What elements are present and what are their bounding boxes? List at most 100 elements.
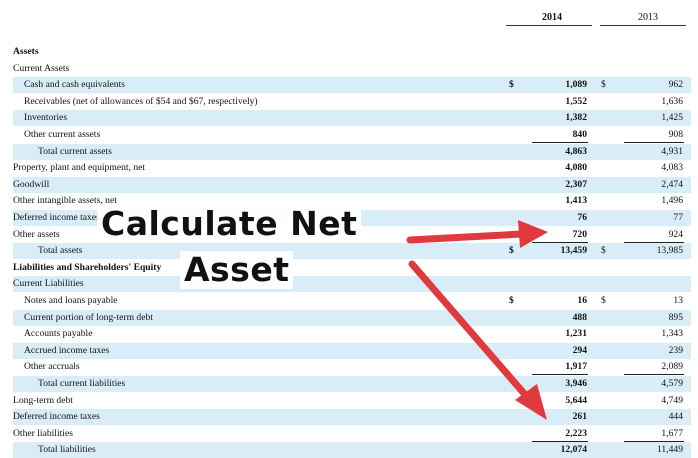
row-label: Cash and cash equivalents: [24, 79, 125, 91]
value-2014: 76: [577, 212, 587, 223]
value-2013: [617, 276, 683, 292]
row-label: Other liabilities: [13, 427, 73, 439]
row-label: Current Assets: [13, 62, 70, 74]
currency-2013: [601, 326, 611, 342]
table-row: Goodwill 2,307 2,474: [13, 176, 691, 193]
currency-2014: [509, 376, 519, 392]
value-2014: 1,089: [565, 79, 587, 91]
table-row: Total assets $13,459 $13,985: [13, 243, 691, 260]
value-2013: 13: [673, 295, 683, 306]
currency-2014: $: [509, 79, 514, 91]
overlay-title-line2: Asset: [180, 251, 294, 289]
value-2014: 1,917: [565, 361, 587, 373]
value-2014: 4,080: [565, 162, 587, 174]
currency-2014: [509, 193, 519, 209]
header-rule-2013: [600, 25, 686, 26]
currency-2014: [509, 160, 519, 176]
currency-2014: [509, 127, 519, 143]
table-row: Cash and cash equivalents $1,089 $962: [13, 77, 691, 94]
currency-2014: $: [509, 295, 514, 306]
currency-2013: [601, 393, 611, 409]
value-2014: 5,644: [565, 394, 587, 406]
currency-2014: [509, 326, 519, 342]
value-2014: [525, 44, 587, 60]
currency-2013: [601, 227, 611, 243]
value-2013: 13,985: [656, 245, 683, 257]
rule-2014: [532, 374, 588, 376]
header-rule-2014: [506, 25, 592, 26]
value-2014: 1,552: [565, 95, 587, 107]
table-row: Total liabilities 12,074 11,449: [13, 442, 691, 458]
value-2014: [525, 61, 587, 77]
currency-2014: [509, 177, 519, 193]
currency-2013: [601, 343, 611, 359]
value-2014: 12,074: [560, 444, 587, 456]
value-2013: 1,343: [661, 328, 683, 340]
value-2014: 1,231: [565, 328, 587, 340]
currency-2014: [509, 442, 519, 458]
value-2013: 895: [668, 311, 683, 323]
row-label: Total current assets: [38, 145, 112, 157]
value-2014: 2,307: [565, 178, 587, 190]
currency-2013: [601, 260, 611, 276]
currency-2014: [509, 310, 519, 326]
currency-2014: [509, 94, 519, 110]
table-row: Notes and loans payable $16 $13: [13, 293, 691, 309]
value-2013: 1,636: [661, 95, 683, 107]
value-2014: 488: [572, 311, 587, 323]
currency-2014: [509, 110, 519, 126]
currency-2013: [601, 177, 611, 193]
currency-2014: [509, 61, 519, 77]
table-row: Total current liabilities 3,946 4,579: [13, 376, 691, 392]
row-label: Accounts payable: [24, 328, 93, 340]
table-row: Total current assets 4,863 4,931: [13, 143, 691, 160]
value-2013: 4,931: [661, 145, 683, 157]
row-label: Total liabilities: [38, 444, 96, 456]
table-row: Property, plant and equipment, net 4,080 4…: [13, 160, 691, 176]
column-header-2013: 2013: [638, 12, 658, 23]
currency-2013: [601, 409, 611, 425]
currency-2013: [601, 359, 611, 375]
row-label: Long-term debt: [13, 394, 73, 406]
value-2014: 294: [572, 344, 587, 356]
row-label: Accrued income taxes: [24, 344, 110, 356]
row-label: Current Liabilities: [13, 278, 84, 290]
value-2014: 840: [572, 129, 587, 140]
value-2014: 3,946: [565, 378, 587, 389]
value-2014: [525, 260, 587, 276]
rule-2014: [532, 440, 588, 442]
row-label: Inventories: [24, 112, 68, 124]
row-label: Other current assets: [24, 129, 101, 140]
value-2014: 261: [572, 411, 587, 423]
row-label: Current portion of long-term debt: [24, 311, 153, 323]
currency-2013: [601, 276, 611, 292]
currency-2013: [601, 310, 611, 326]
rule-2013: [624, 374, 684, 376]
value-2013: [617, 44, 683, 60]
row-label: Total current liabilities: [38, 378, 126, 389]
row-label: Goodwill: [13, 178, 50, 190]
currency-2014: $: [509, 245, 514, 257]
row-label: Receivables (net of allowances of $54 an…: [24, 95, 258, 107]
currency-2013: [601, 110, 611, 126]
table-row: Other assets 720 924: [13, 227, 691, 243]
value-2013: 1,425: [661, 112, 683, 124]
rule-2013: [624, 440, 684, 442]
table-row: Assets: [13, 44, 691, 60]
rule-2014: [532, 142, 588, 143]
value-2013: 4,749: [661, 394, 683, 406]
currency-2013: [601, 376, 611, 392]
currency-2014: [509, 426, 519, 442]
currency-2013: $: [601, 79, 606, 91]
value-2013: 2,089: [661, 361, 683, 373]
value-2014: 13,459: [560, 245, 587, 257]
currency-2013: $: [601, 245, 606, 257]
value-2013: 4,579: [661, 378, 683, 389]
row-label: Deferred income taxes: [13, 212, 100, 223]
value-2014: 4,863: [565, 145, 587, 157]
overlay-title-line1: Calculate Net: [97, 205, 362, 243]
column-header-2014: 2014: [542, 12, 562, 23]
currency-2014: [509, 393, 519, 409]
currency-2014: [509, 144, 519, 160]
value-2014: 1,413: [565, 195, 587, 207]
